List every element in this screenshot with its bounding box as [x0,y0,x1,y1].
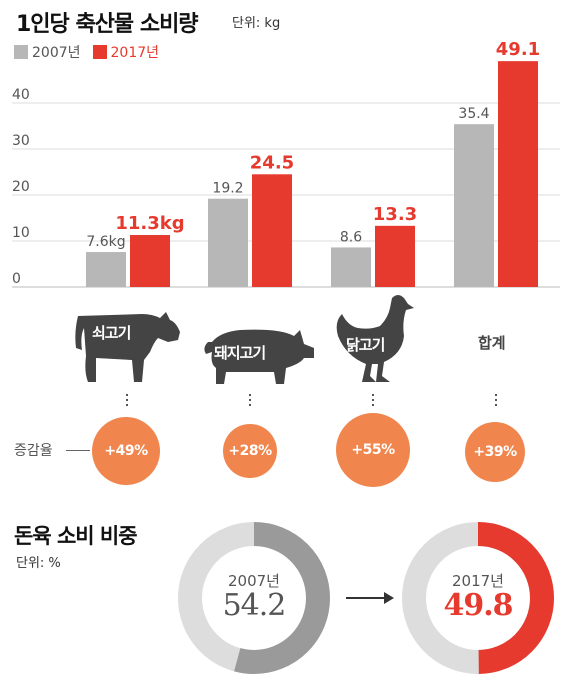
data-label-2017: 11.3kg [115,213,184,234]
arrow-right-icon [346,592,394,604]
connector-dots [495,394,497,408]
donut-slice-2017년 [402,522,554,674]
bar-2007 [331,247,371,287]
chart-title: 1인당 축산물 소비량 [16,12,199,37]
bar-2007 [454,124,494,287]
connector-dots [249,394,251,408]
data-label-2007: 35.4 [458,106,489,122]
legend-swatch-2007 [14,45,28,59]
y-tick-label: 10 [12,225,30,241]
legend-label-2017: 2017년 [110,45,160,61]
bar-2007 [86,252,126,287]
legend-item-2017: 2017년 [92,42,160,62]
chart-unit: 단위: kg [232,16,281,31]
chicken-icon [336,295,414,382]
donut-year-2017: 2017년 [452,572,504,590]
data-label-2007: 7.6kg [86,234,125,250]
increase-rate-total: +39% [465,422,525,482]
legend-item-2007: 2007년 [14,42,81,62]
legend-label-2007: 2007년 [32,45,81,61]
y-tick-label: 20 [12,179,30,195]
bar-2017 [498,61,538,287]
donut-value-2017: 49.8 [443,588,513,623]
increase-rate-pork: +28% [223,424,277,478]
category-label-chicken: 닭고기 [346,336,385,354]
legend-swatch-2017 [92,45,107,59]
legend: 2007년 2017년 [14,42,171,62]
bar-2017 [252,174,292,287]
increase-rate-beef: +49% [92,417,160,485]
increase-rate-chicken: +55% [336,413,410,487]
data-label-2007: 8.6 [340,229,362,245]
y-tick-label: 40 [12,87,30,103]
increase-rate-pointer [66,450,90,451]
category-label-beef: 쇠고기 [92,324,131,342]
y-tick-label: 30 [12,133,30,149]
cow-icon [75,312,180,382]
category-label-total: 합계 [478,334,506,352]
bar-2007 [208,198,248,287]
donut-slice-2007년 [178,522,330,674]
increase-rate-label: 증감율 [14,443,53,459]
bar-chart: 0 10 20 30 40 7.6kg 19.2 8.6 35.4 11.3kg 24.5 13.3 4… [12,39,560,288]
connector-dots [126,394,128,408]
data-label-2007: 19.2 [212,181,243,197]
data-label-2017: 13.3 [373,204,417,225]
donut-year-2007: 2007년 [228,572,280,590]
y-tick-label: 0 [12,271,21,287]
bar-2017 [130,235,170,287]
donut-section-unit: 단위: % [16,556,61,571]
pig-icon [204,329,314,384]
donut-section-title: 돈육 소비 비중 [14,524,138,548]
donut-value-2007: 54.2 [222,588,287,623]
data-label-2017: 24.5 [250,152,294,173]
bar-2017 [375,225,415,287]
category-label-pork: 돼지고기 [214,344,266,362]
connector-dots [372,394,374,408]
data-label-2017: 49.1 [496,39,540,60]
